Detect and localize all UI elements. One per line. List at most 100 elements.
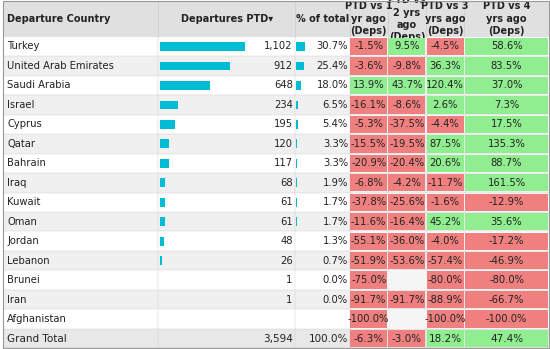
Text: PTD vs 4
yrs ago
(Deps): PTD vs 4 yrs ago (Deps) bbox=[483, 1, 530, 36]
Bar bbox=[388, 232, 426, 250]
Text: 43.7%: 43.7% bbox=[391, 80, 422, 90]
Text: Iraq: Iraq bbox=[7, 178, 26, 188]
Bar bbox=[465, 232, 548, 250]
Bar bbox=[160, 81, 210, 90]
Bar bbox=[3, 76, 549, 95]
Text: 45.2%: 45.2% bbox=[430, 217, 461, 227]
Bar bbox=[3, 231, 549, 251]
Bar bbox=[427, 116, 464, 133]
Text: -16.4%: -16.4% bbox=[389, 217, 425, 227]
Text: 37.0%: 37.0% bbox=[491, 80, 522, 90]
Text: 9.5%: 9.5% bbox=[394, 42, 420, 51]
Text: -100.0%: -100.0% bbox=[425, 314, 466, 324]
Bar bbox=[350, 116, 387, 133]
Text: Departures PTD▾: Departures PTD▾ bbox=[180, 14, 273, 24]
Text: -80.0%: -80.0% bbox=[489, 275, 524, 285]
Text: 3.3%: 3.3% bbox=[323, 158, 348, 168]
Bar bbox=[427, 135, 464, 153]
Bar bbox=[160, 101, 178, 109]
Bar bbox=[160, 217, 165, 226]
Text: 61: 61 bbox=[280, 197, 293, 207]
Bar bbox=[465, 330, 548, 347]
Bar bbox=[350, 291, 387, 308]
Text: 17.5%: 17.5% bbox=[491, 119, 522, 129]
Text: 648: 648 bbox=[274, 80, 293, 90]
Text: -37.5%: -37.5% bbox=[389, 119, 425, 129]
Text: -80.0%: -80.0% bbox=[428, 275, 463, 285]
Bar bbox=[427, 291, 464, 308]
Bar bbox=[296, 61, 304, 70]
Bar bbox=[465, 38, 548, 55]
Text: 0.0%: 0.0% bbox=[323, 295, 348, 305]
Text: Kuwait: Kuwait bbox=[7, 197, 41, 207]
Text: 120.4%: 120.4% bbox=[426, 80, 464, 90]
Text: -19.5%: -19.5% bbox=[389, 139, 425, 149]
Text: -6.8%: -6.8% bbox=[354, 178, 383, 188]
Bar bbox=[350, 155, 387, 172]
Bar bbox=[3, 134, 549, 154]
Bar bbox=[296, 159, 297, 168]
Bar bbox=[427, 330, 464, 347]
Bar bbox=[388, 330, 426, 347]
Bar bbox=[427, 272, 464, 289]
Bar bbox=[296, 140, 297, 148]
Text: 234: 234 bbox=[274, 100, 293, 110]
Bar bbox=[465, 57, 548, 75]
Bar bbox=[427, 38, 464, 55]
Bar bbox=[3, 173, 549, 193]
Bar bbox=[388, 213, 426, 230]
Bar bbox=[465, 116, 548, 133]
Text: 35.6%: 35.6% bbox=[491, 217, 522, 227]
Bar bbox=[465, 96, 548, 113]
Text: 120: 120 bbox=[274, 139, 293, 149]
Bar bbox=[3, 212, 549, 231]
Bar bbox=[388, 38, 426, 55]
Text: PTD vs 3
yrs ago
(Deps): PTD vs 3 yrs ago (Deps) bbox=[421, 1, 469, 36]
Bar bbox=[160, 237, 164, 246]
Text: 58.6%: 58.6% bbox=[491, 42, 522, 51]
Bar bbox=[350, 135, 387, 153]
Bar bbox=[296, 81, 301, 90]
Bar bbox=[388, 77, 426, 94]
Text: -17.2%: -17.2% bbox=[489, 236, 524, 246]
Bar bbox=[427, 155, 464, 172]
Text: 25.4%: 25.4% bbox=[316, 61, 348, 71]
Text: Grand Total: Grand Total bbox=[7, 334, 67, 343]
Text: Qatar: Qatar bbox=[7, 139, 35, 149]
Bar bbox=[388, 96, 426, 113]
Text: 3,594: 3,594 bbox=[263, 334, 293, 343]
Bar bbox=[388, 310, 426, 328]
Text: -53.6%: -53.6% bbox=[389, 256, 425, 266]
Text: Cyprus: Cyprus bbox=[7, 119, 42, 129]
Text: Brunei: Brunei bbox=[7, 275, 40, 285]
Text: 26: 26 bbox=[280, 256, 293, 266]
Text: 1: 1 bbox=[287, 295, 293, 305]
Text: -3.6%: -3.6% bbox=[354, 61, 383, 71]
Bar bbox=[160, 120, 175, 129]
Bar bbox=[3, 37, 549, 56]
Text: 6.5%: 6.5% bbox=[322, 100, 348, 110]
Text: United Arab Emirates: United Arab Emirates bbox=[7, 61, 114, 71]
Bar bbox=[3, 1, 549, 37]
Text: -25.6%: -25.6% bbox=[389, 197, 425, 207]
Text: 48: 48 bbox=[280, 236, 293, 246]
Bar bbox=[3, 154, 549, 173]
Text: -20.4%: -20.4% bbox=[389, 158, 425, 168]
Text: -20.9%: -20.9% bbox=[351, 158, 386, 168]
Text: -16.1%: -16.1% bbox=[351, 100, 386, 110]
Bar bbox=[388, 174, 426, 192]
Text: -4.2%: -4.2% bbox=[393, 178, 421, 188]
Bar bbox=[160, 42, 245, 51]
Text: 47.4%: 47.4% bbox=[490, 334, 523, 343]
Bar bbox=[3, 270, 549, 290]
Bar bbox=[3, 329, 549, 348]
Bar bbox=[350, 310, 387, 328]
Bar bbox=[350, 213, 387, 230]
Text: 18.0%: 18.0% bbox=[316, 80, 348, 90]
Bar bbox=[160, 256, 162, 265]
Bar bbox=[350, 272, 387, 289]
Text: -36.0%: -36.0% bbox=[389, 236, 425, 246]
Text: 87.5%: 87.5% bbox=[430, 139, 461, 149]
Text: 83.5%: 83.5% bbox=[491, 61, 522, 71]
Text: -4.4%: -4.4% bbox=[431, 119, 459, 129]
